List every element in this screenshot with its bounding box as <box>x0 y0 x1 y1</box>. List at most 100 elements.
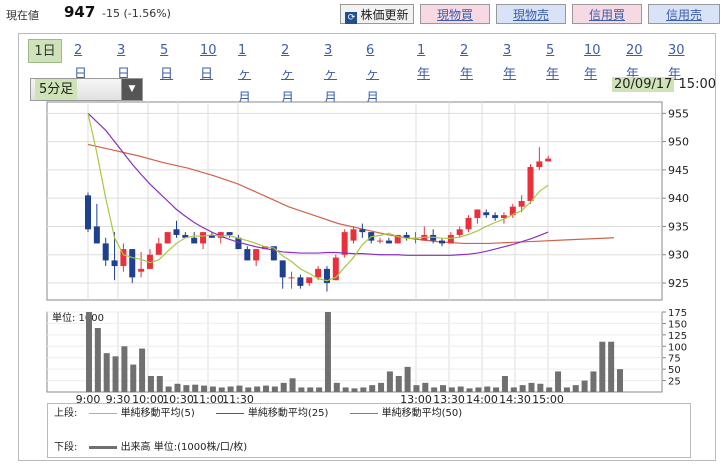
candle-body <box>350 229 357 241</box>
candle-body <box>288 277 295 279</box>
candle-body <box>235 237 242 250</box>
current-price-label: 現在値 <box>6 9 39 22</box>
volume-bar <box>183 385 190 392</box>
legend-swatch-sma5 <box>88 412 117 414</box>
candle-body <box>332 257 339 281</box>
candle-body <box>447 234 454 244</box>
volume-bar <box>555 371 562 392</box>
tab-5y[interactable]: 5年 <box>546 43 560 82</box>
volume-bar <box>422 382 429 392</box>
candle-body <box>403 234 410 238</box>
candle-body <box>465 217 472 230</box>
candle-body <box>244 249 251 261</box>
tab-2y[interactable]: 2年 <box>460 43 474 82</box>
volume-bar <box>156 376 163 392</box>
candle-body <box>456 229 463 235</box>
volume-y-tick-label: 50 <box>668 365 681 376</box>
price-y-tick-label: 940 <box>668 192 689 205</box>
volume-bar <box>448 387 455 392</box>
cash-buy-button[interactable]: 現物買 <box>420 4 490 24</box>
sma50-line <box>87 143 615 245</box>
volume-bar <box>608 341 615 392</box>
volume-y-tick-label: 25 <box>668 377 681 388</box>
tab-3y[interactable]: 3年 <box>503 43 517 82</box>
candle-body <box>341 232 348 255</box>
x-tick-label: 9:30 <box>106 393 131 406</box>
volume-bar <box>572 385 579 392</box>
candle-body <box>85 195 91 230</box>
candle-body <box>102 243 109 261</box>
volume-y-tick-label: 125 <box>668 331 687 342</box>
candle-body <box>377 240 384 242</box>
price-y-tick-label: 955 <box>668 107 689 120</box>
volume-bar <box>280 382 287 392</box>
price-header: 現在値 947 -15 (-1.56%) ⟳ 株価更新 現物買 現物売 信用買 信… <box>0 0 725 30</box>
candle-body <box>492 215 499 218</box>
price-change: -15 (-1.56%) <box>102 7 171 20</box>
volume-bar <box>254 386 261 392</box>
volume-bar <box>307 387 314 392</box>
x-tick-label: 14:30 <box>499 393 531 406</box>
sma25-line <box>87 112 549 256</box>
candle-body <box>315 268 322 278</box>
tab-10d[interactable]: 10日 <box>200 43 217 82</box>
volume-bar <box>263 385 269 392</box>
candle-body <box>483 212 490 216</box>
volume-y-tick-label: 150 <box>668 319 687 330</box>
candle-body <box>474 209 481 218</box>
tab-10y[interactable]: 10年 <box>584 43 601 82</box>
volume-bar <box>86 312 92 392</box>
candle-body <box>297 277 304 286</box>
price-y-tick-label: 935 <box>668 220 689 233</box>
x-tick-label: 9:00 <box>76 393 101 406</box>
volume-bar <box>404 366 411 392</box>
volume-bar <box>386 371 393 392</box>
current-price: 947 <box>64 3 96 21</box>
volume-bar <box>130 364 137 392</box>
refresh-icon: ⟳ <box>345 12 358 24</box>
volume-bar <box>431 387 438 392</box>
candle-body <box>306 277 313 284</box>
volume-bar <box>369 385 376 392</box>
volume-bar <box>227 386 234 392</box>
candle-body <box>527 167 534 201</box>
price-y-tick-label: 930 <box>668 249 689 262</box>
candle-body <box>155 243 162 255</box>
tab-5d[interactable]: 5日 <box>160 43 174 82</box>
volume-bar <box>599 341 606 392</box>
legend-swatch-sma50 <box>349 412 378 414</box>
volume-bar <box>466 388 473 392</box>
chart-timestamp: 20/09/17 15:00 <box>612 76 716 94</box>
volume-bar <box>342 387 349 392</box>
sma5-line <box>87 113 549 282</box>
margin-buy-button[interactable]: 信用買 <box>572 4 642 24</box>
volume-bar <box>563 387 570 392</box>
volume-bar <box>218 387 225 392</box>
x-tick-label: 10:30 <box>162 393 194 406</box>
tab-1d[interactable]: 1日 <box>28 39 62 63</box>
volume-bar <box>192 384 199 392</box>
price-y-tick-label: 945 <box>668 164 689 177</box>
volume-bar <box>546 387 553 392</box>
volume-bar <box>289 378 296 392</box>
candle-body <box>129 249 136 278</box>
volume-bar <box>519 385 526 392</box>
volume-y-tick-label: 175 <box>668 308 687 319</box>
interval-select[interactable]: 5分足 ▼ <box>30 78 143 101</box>
candle-body <box>359 229 366 233</box>
refresh-price-button[interactable]: ⟳ 株価更新 <box>340 4 414 24</box>
margin-sell-button[interactable]: 信用売 <box>648 4 720 24</box>
volume-bar <box>440 385 446 392</box>
volume-bar <box>103 353 110 392</box>
candle-body <box>182 234 189 238</box>
cash-sell-button[interactable]: 現物売 <box>496 4 566 24</box>
volume-bar <box>245 387 252 392</box>
tab-1y[interactable]: 1年 <box>417 43 431 82</box>
candle-body <box>394 234 401 244</box>
volume-bar <box>271 386 278 392</box>
candle-body <box>279 260 286 278</box>
candle-body <box>138 268 145 272</box>
volume-bar <box>590 371 597 392</box>
volume-bar <box>475 387 482 392</box>
candle-body <box>173 229 180 235</box>
